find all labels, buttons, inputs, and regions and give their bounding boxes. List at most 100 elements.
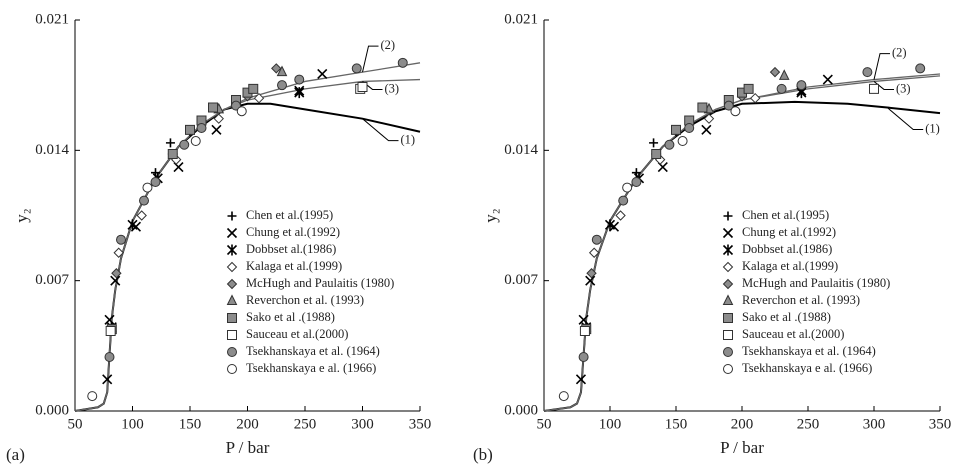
data-point bbox=[684, 115, 695, 126]
legend-label: Chen et al.(1995) bbox=[742, 208, 829, 222]
data-point bbox=[236, 106, 247, 117]
legend-marker bbox=[723, 330, 733, 340]
y-tick-label: 0.000 bbox=[35, 402, 69, 418]
legend-marker bbox=[227, 330, 237, 340]
y-axis-title: y₂ bbox=[481, 208, 500, 222]
data-point bbox=[397, 57, 408, 68]
legend-marker bbox=[226, 347, 238, 357]
y-tick-label: 0.014 bbox=[504, 142, 538, 158]
data-point bbox=[796, 80, 807, 91]
legend-label: Kalaga et al.(1999) bbox=[742, 259, 838, 273]
curve-label: (1) bbox=[925, 121, 940, 135]
legend-marker bbox=[723, 211, 733, 221]
data-point bbox=[578, 352, 589, 362]
data-point bbox=[869, 83, 879, 94]
data-point bbox=[671, 124, 681, 135]
data-point bbox=[615, 210, 626, 221]
data-point bbox=[196, 122, 207, 133]
curve-label: (2) bbox=[381, 38, 396, 52]
data-point bbox=[138, 195, 150, 206]
curve-leader bbox=[362, 118, 399, 142]
data-point bbox=[127, 219, 138, 231]
data-point bbox=[701, 124, 712, 135]
data-point bbox=[723, 100, 734, 111]
data-point bbox=[115, 234, 127, 245]
curve-leader bbox=[886, 107, 924, 131]
data-point bbox=[618, 195, 629, 206]
x-tick-label: 350 bbox=[929, 416, 952, 432]
legend-label: McHugh and Paulaitis (1980) bbox=[742, 276, 890, 290]
curve-label: (3) bbox=[385, 81, 400, 95]
legend-marker bbox=[226, 261, 238, 273]
legend-label: Sako et al .(1988) bbox=[246, 310, 335, 324]
panel-label: (a) bbox=[6, 445, 25, 464]
data-point bbox=[248, 83, 259, 94]
data-point bbox=[749, 92, 761, 104]
data-point bbox=[586, 268, 597, 279]
data-point bbox=[294, 87, 305, 99]
data-point bbox=[276, 65, 288, 77]
legend-marker bbox=[226, 364, 238, 374]
x-tick-label: 250 bbox=[294, 416, 317, 432]
data-point bbox=[208, 102, 218, 113]
x-tick-label: 300 bbox=[863, 416, 886, 432]
data-point bbox=[351, 63, 362, 74]
data-point bbox=[588, 247, 600, 258]
legend-label: Tsekhanskaya e al. (1966) bbox=[246, 361, 376, 375]
data-point bbox=[294, 74, 305, 85]
y-tick-label: 0.021 bbox=[35, 11, 69, 27]
data-point bbox=[150, 176, 161, 187]
x-tick-label: 350 bbox=[409, 416, 432, 432]
curve-leader bbox=[362, 45, 379, 73]
legend-marker bbox=[226, 294, 238, 305]
curve-label: (2) bbox=[892, 45, 907, 59]
data-point bbox=[743, 83, 754, 94]
data-point bbox=[862, 67, 873, 78]
x-tick-label: 100 bbox=[599, 416, 622, 432]
legend-label: Chen et al.(1995) bbox=[246, 208, 333, 222]
data-point bbox=[105, 325, 116, 336]
data-point bbox=[622, 182, 633, 193]
legend-label: Tsekhanskaya et al. (1964) bbox=[742, 344, 876, 358]
x-axis-title: P / bar bbox=[720, 438, 764, 457]
legend-label: Sauceau et al.(2000) bbox=[246, 327, 348, 341]
data-point bbox=[136, 210, 147, 221]
legend-label: Tsekhanskaya et al. (1964) bbox=[246, 344, 380, 358]
data-point bbox=[87, 391, 98, 402]
data-point bbox=[776, 83, 787, 94]
curve-label: (3) bbox=[896, 81, 911, 95]
data-point bbox=[703, 113, 715, 124]
x-tick-label: 50 bbox=[537, 416, 552, 432]
data-point bbox=[165, 138, 175, 148]
legend-marker bbox=[226, 278, 238, 290]
data-point bbox=[104, 352, 115, 362]
data-point bbox=[651, 149, 662, 160]
x-tick-label: 200 bbox=[731, 416, 754, 432]
legend-marker bbox=[226, 227, 238, 239]
legend-label: Reverchon et al. (1993) bbox=[742, 293, 860, 307]
x-tick-label: 300 bbox=[351, 416, 374, 432]
data-point bbox=[631, 176, 642, 187]
data-point bbox=[585, 275, 596, 286]
legend-marker bbox=[226, 244, 238, 256]
x-tick-label: 100 bbox=[121, 416, 144, 432]
data-point bbox=[604, 219, 616, 231]
panel-label: (b) bbox=[473, 445, 493, 464]
legend-marker bbox=[722, 364, 734, 374]
legend-label: Tsekhanskaya e al. (1966) bbox=[742, 361, 872, 375]
legend-label: McHugh and Paulaitis (1980) bbox=[246, 276, 394, 290]
legend-marker bbox=[722, 294, 734, 305]
data-point bbox=[211, 124, 222, 135]
x-axis-title: P / bar bbox=[226, 438, 270, 457]
data-point bbox=[271, 63, 282, 74]
legend-marker bbox=[722, 244, 734, 256]
data-point bbox=[113, 247, 124, 258]
legend-marker bbox=[227, 211, 237, 221]
data-point bbox=[575, 374, 587, 385]
data-point bbox=[697, 102, 708, 113]
legend-label: Kalaga et al.(1999) bbox=[246, 259, 342, 273]
x-tick-label: 150 bbox=[179, 416, 202, 432]
data-point bbox=[822, 74, 833, 85]
